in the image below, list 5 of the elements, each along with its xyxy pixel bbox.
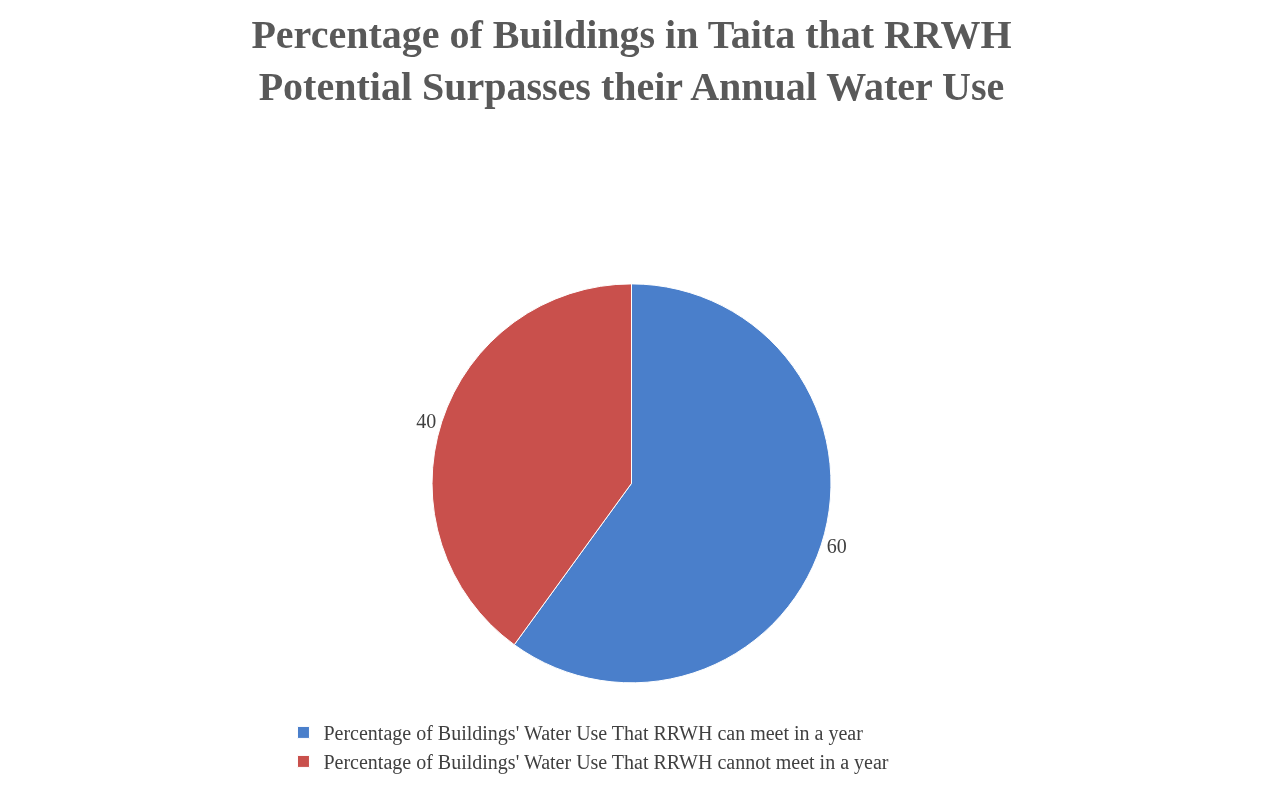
legend-label: Percentage of Buildings' Water Use That RRWH can meet in a year [323,722,864,746]
data-label: 40 [416,409,437,432]
legend-label: Percentage of Buildings' Water Use That RRWH cannot meet in a year [323,751,889,775]
chart-title: Percentage of Buildings in Taita that RRWH Potential Surpasses their Annual Water Use [251,12,1012,110]
data-label: 60 [826,535,847,558]
